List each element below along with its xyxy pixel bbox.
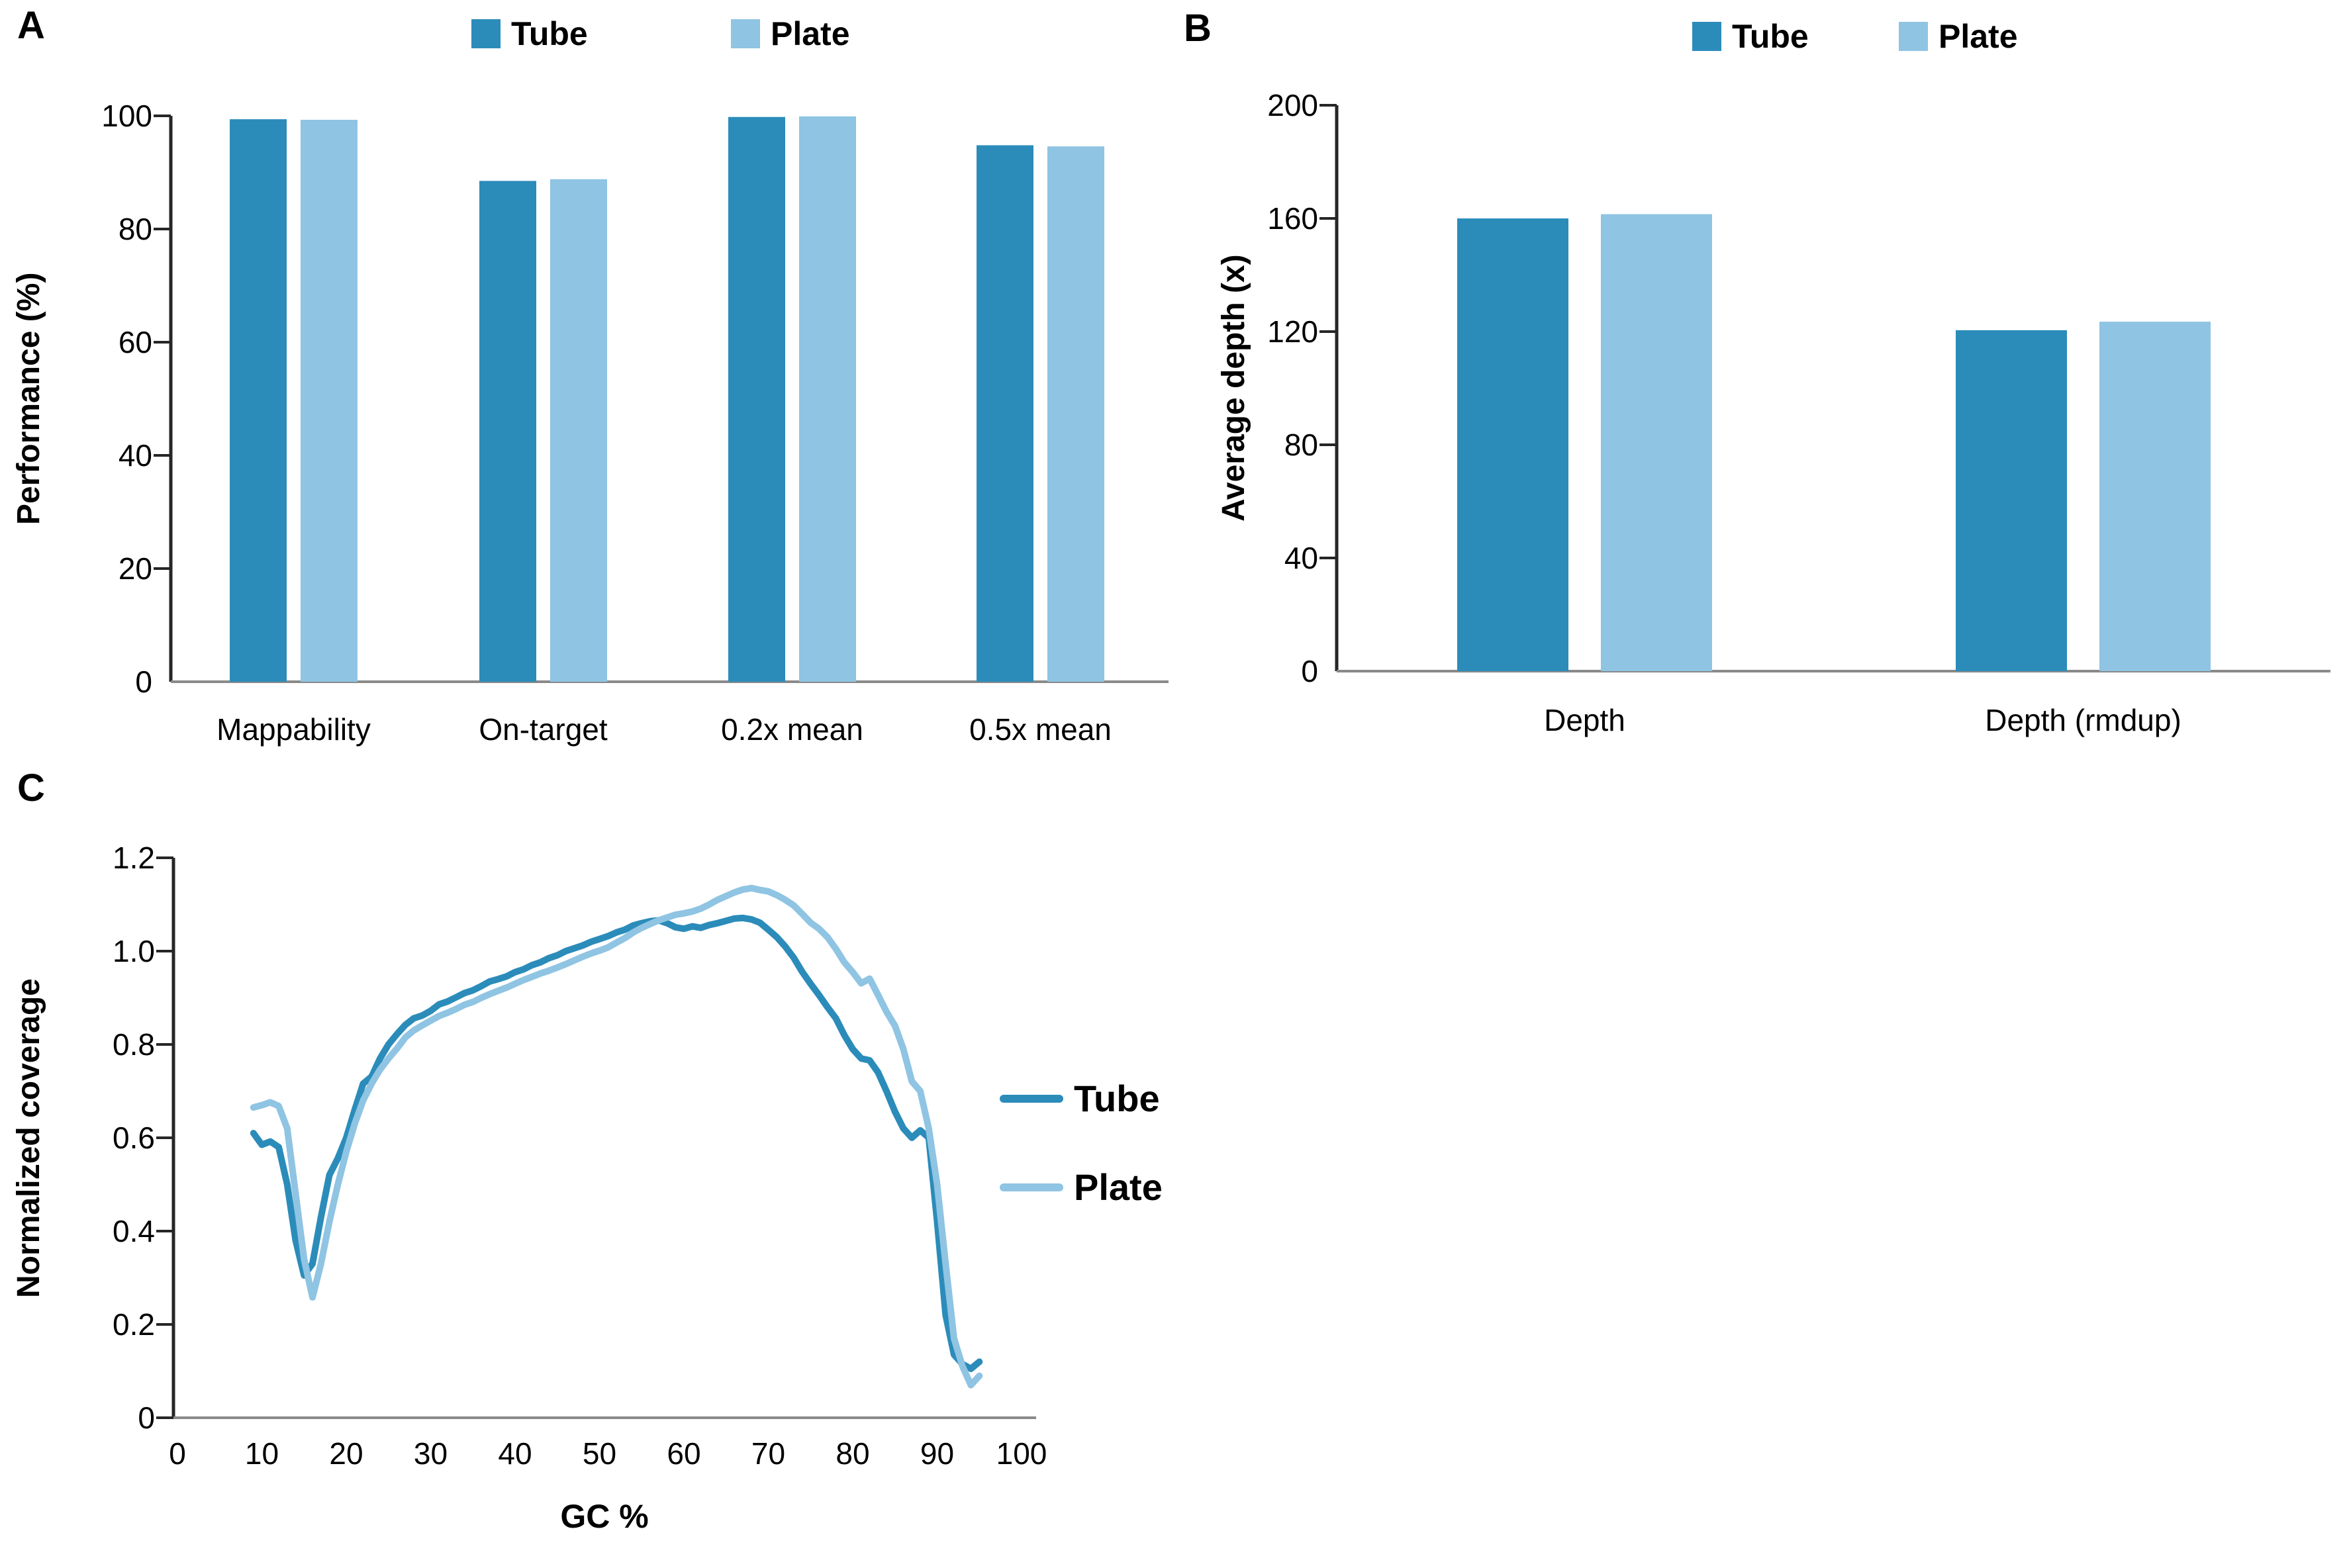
panel-c-letter: C <box>17 766 45 809</box>
y-tick-label: 200 <box>1267 88 1318 122</box>
x-tick-label: 50 <box>583 1436 616 1471</box>
panel-c-x-axis-title: GC % <box>560 1498 649 1535</box>
x-tick-label: 80 <box>836 1436 869 1471</box>
bar-plate-mappability <box>301 119 358 682</box>
y-tick-label: 1.0 <box>113 934 155 968</box>
bar-plate-on-target <box>550 179 607 682</box>
y-tick-label: 0 <box>1301 654 1318 688</box>
y-tick-label: 0.4 <box>113 1214 155 1248</box>
legend-label: Tube <box>511 15 588 52</box>
y-tick-label: 0.6 <box>113 1121 155 1155</box>
x-tick-label: 90 <box>920 1436 954 1471</box>
panel-a-legend-tube: Tube <box>471 17 588 50</box>
legend-label: Tube <box>1074 1078 1160 1119</box>
bar-tube-depth-rmdup- <box>1956 330 2067 671</box>
panel-c-legend-plate: Plate <box>1000 1169 1163 1206</box>
bar-plate-depth <box>1601 214 1712 671</box>
tube-swatch-icon <box>1692 22 1721 51</box>
bar-tube-on-target <box>479 181 536 682</box>
category-label: 0.5x mean <box>969 712 1112 747</box>
x-tick-label: 10 <box>245 1436 279 1471</box>
plate-swatch-icon <box>731 19 760 48</box>
panel-b-legend-plate: Plate <box>1899 20 2018 53</box>
x-tick-label: 20 <box>329 1436 363 1471</box>
legend-label: Plate <box>771 15 850 52</box>
y-tick-label: 60 <box>119 325 152 359</box>
y-tick-label: 80 <box>1284 428 1318 462</box>
legend-label: Tube <box>1732 18 1809 55</box>
y-tick-label: 100 <box>101 99 152 133</box>
bar-tube-0-5x-mean <box>977 145 1033 682</box>
y-tick-label: 40 <box>1284 541 1318 575</box>
line-tube <box>250 914 983 1372</box>
x-tick-label: 100 <box>996 1436 1047 1471</box>
y-tick-label: 20 <box>119 551 152 586</box>
panel-a-y-axis-title: Performance (%) <box>11 272 46 525</box>
category-label: Mappability <box>216 712 371 747</box>
bar-plate-0-2x-mean <box>799 116 856 682</box>
panel-b-legend-tube: Tube <box>1692 20 1809 53</box>
y-tick-label: 120 <box>1267 314 1318 349</box>
y-tick-label: 0 <box>135 665 152 699</box>
panel-c-y-axis-title: Normalized coverage <box>11 978 46 1299</box>
y-tick-label: 160 <box>1267 201 1318 236</box>
x-tick-label: 30 <box>414 1436 448 1471</box>
plate-line-swatch-icon <box>1000 1183 1063 1191</box>
y-tick-label: 1.2 <box>113 841 155 875</box>
panel-b-letter: B <box>1184 7 1212 50</box>
category-label: On-target <box>479 712 608 747</box>
panel-c-legend-tube: Tube <box>1000 1080 1160 1117</box>
legend-label: Plate <box>1939 18 2018 55</box>
bar-plate-depth-rmdup- <box>2099 322 2211 672</box>
y-tick-label: 0 <box>138 1401 155 1435</box>
plate-swatch-icon <box>1899 22 1928 51</box>
bar-tube-depth <box>1457 218 1568 671</box>
category-label: Depth (rmdup) <box>1985 703 2181 737</box>
tube-line-swatch-icon <box>1000 1095 1063 1103</box>
category-label: Depth <box>1544 703 1625 737</box>
bar-tube-mappability <box>230 119 287 682</box>
panel-a-letter: A <box>17 4 45 47</box>
x-tick-label: 40 <box>498 1436 532 1471</box>
x-tick-label: 60 <box>667 1436 700 1471</box>
legend-label: Plate <box>1074 1166 1163 1208</box>
x-tick-label: 70 <box>751 1436 785 1471</box>
bar-tube-0-2x-mean <box>728 116 785 682</box>
panel-b-y-axis-title: Average depth (x) <box>1216 254 1251 522</box>
y-tick-label: 0.8 <box>113 1027 155 1062</box>
line-plate <box>250 884 983 1389</box>
bar-plate-0-5x-mean <box>1047 146 1104 682</box>
x-tick-label: 0 <box>169 1436 186 1471</box>
y-tick-label: 40 <box>119 438 152 473</box>
panel-a-legend-plate: Plate <box>731 17 850 50</box>
category-label: 0.2x mean <box>721 712 863 747</box>
tube-swatch-icon <box>471 19 501 48</box>
y-tick-label: 0.2 <box>113 1307 155 1342</box>
y-tick-label: 80 <box>119 212 152 246</box>
